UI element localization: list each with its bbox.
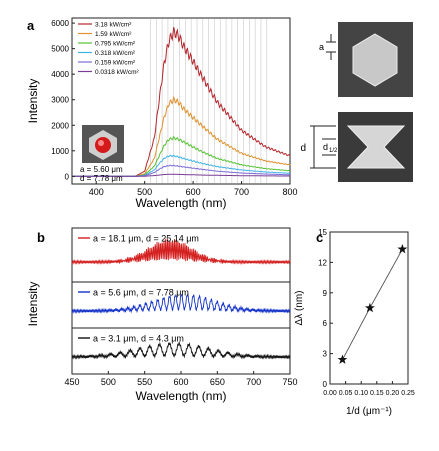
panel-c-star-point-1 [365,302,375,313]
panel-c-x-ticks: 0.00 0.05 0.10 0.15 0.20 0.25 [323,381,415,397]
panel-c-ytick-label-2: 6 [323,319,328,328]
sem-hexagon-image: a [319,22,413,97]
panel-a-legend-label-0: 3.18 kW/cm² [95,22,132,29]
panel-a-chart: 400 500 600 700 800 0 1000 2000 3000 4000 5000 600… [26,17,298,210]
panel-c-fit-line-group [342,248,403,360]
panel-b-legend-label-0: a = 18.1 μm, d = 25.14 μm [93,234,199,244]
dim-d2-subscript: 1/2 [329,148,338,154]
panel-b-series-group [71,238,291,360]
sem-hexagon-shape [352,33,398,87]
panel-c-points [337,244,408,364]
panel-b-xtick-label-2: 550 [137,377,152,387]
panel-a-series-line-5 [72,173,290,177]
panel-a-ytick-label-3: 3000 [51,96,69,105]
panel-c-xtick-label-4: 0.20 [386,390,400,397]
inset-label-d: d = 7.78 μm [80,174,123,183]
panel-c-ytick-label-0: 0 [323,380,328,389]
panel-a-legend-label-1: 1.59 kW/cm² [95,31,132,38]
panel-c-chart: 0.00 0.05 0.10 0.15 0.20 0.25 0 3 6 9 12 15 1/d (μ… [294,228,415,417]
sem-bowtie-image: d d 1/2 [300,112,413,182]
panel-a-letter: a [27,18,35,33]
panel-a-xtick-label-0: 400 [89,187,104,197]
panel-a-ytick-label-6: 6000 [51,19,69,28]
panel-a-y-ticks: 0 1000 2000 3000 4000 5000 6000 [51,19,75,181]
panel-a-legend-label-2: 0.795 kW/cm² [95,41,136,48]
panel-c-ytick-label-4: 12 [318,258,327,267]
panel-c-ytick-label-5: 15 [318,228,327,237]
panel-c-frame [329,231,409,385]
panel-c-fit-line [342,248,403,360]
panel-b-series-line-0 [71,238,291,265]
panel-a-xtick-label-3: 700 [234,187,249,197]
panel-a-x-ticks: 400 500 600 700 800 [89,181,298,197]
panel-b-xtick-label-5: 700 [246,377,261,387]
panel-a-xlabel: Wavelength (nm) [136,196,227,210]
panel-a-legend-label-3: 0.318 kW/cm² [95,50,136,57]
glow-highlight [98,140,104,146]
panel-b-xtick-label-0: 450 [64,377,79,387]
panel-b-xtick-label-4: 650 [210,377,225,387]
panel-a-xtick-label-1: 500 [137,187,152,197]
panel-c-ylabel: Δλ (nm) [294,290,305,325]
panel-b-ylabel: Intensity [26,282,40,327]
panel-b-xtick-label-6: 750 [282,377,297,387]
panel-c-xtick-label-3: 0.15 [370,390,384,397]
panel-a-legend-label-5: 0.0318 kW/cm² [95,69,140,76]
panel-a-xtick-label-2: 600 [186,187,201,197]
panel-b-xtick-label-3: 600 [173,377,188,387]
panel-a-ytick-label-1: 1000 [51,147,69,156]
panel-b-chart: a = 18.1 μm, d = 25.14 μm a = 5.6 μm, d =… [26,227,298,403]
panel-a-mode-lines [150,19,268,183]
sem-bowtie-shape [346,125,406,169]
panel-c-xlabel: 1/d (μm⁻¹) [346,406,392,417]
panel-c-xtick-label-0: 0.00 [323,390,337,397]
panel-a-legend: 3.18 kW/cm² 1.59 kW/cm² 0.795 kW/cm² 0.318 … [78,22,140,76]
panel-b-series-line-2 [71,341,291,360]
dim-a-label: a [319,42,324,52]
panel-a-legend-label-4: 0.159 kW/cm² [95,60,136,67]
panel-a-ytick-label-0: 0 [65,172,70,181]
panel-c-letter: c [316,230,323,245]
panel-b-series-line-1 [71,293,291,314]
panel-a-ytick-label-5: 5000 [51,45,69,54]
panel-c-star-point-0 [337,354,348,364]
panel-b-legend-label-1: a = 5.6 μm, d = 7.78 μm [93,288,189,298]
panel-b-xtick-label-1: 500 [101,377,116,387]
panel-a-xtick-label-4: 800 [282,187,297,197]
panel-b-xlabel: Wavelength (nm) [136,389,227,403]
panel-a-ytick-label-2: 2000 [51,121,69,130]
panel-a-ytick-label-4: 4000 [51,70,69,79]
panel-b-legend-label-2: a = 3.1 μm, d = 4.3 μm [93,334,184,344]
panel-a-ylabel: Intensity [26,79,40,124]
panel-c-xtick-label-2: 0.10 [354,390,368,397]
panel-a-frame [71,17,291,185]
panel-c-ytick-label-1: 3 [323,350,328,359]
panel-b-letter: b [37,230,45,245]
dim-d-label: d [300,143,306,154]
panel-a-series-group [72,26,291,177]
panel-c-star-point-2 [397,244,408,254]
panel-c-xtick-label-5: 0.25 [401,390,415,397]
panel-b-x-ticks: 450 500 550 600 650 700 750 [64,371,298,387]
panel-b-legend: a = 18.1 μm, d = 25.14 μm a = 5.6 μm, d =… [78,234,199,344]
dim-d2-label: d [323,142,328,152]
panel-c-xtick-label-1: 0.05 [339,390,353,397]
panel-c-y-ticks: 0 3 6 9 12 15 [318,228,333,389]
inset-label-a: a = 5.60 μm [80,165,123,174]
panel-c-ytick-label-3: 9 [323,289,328,298]
